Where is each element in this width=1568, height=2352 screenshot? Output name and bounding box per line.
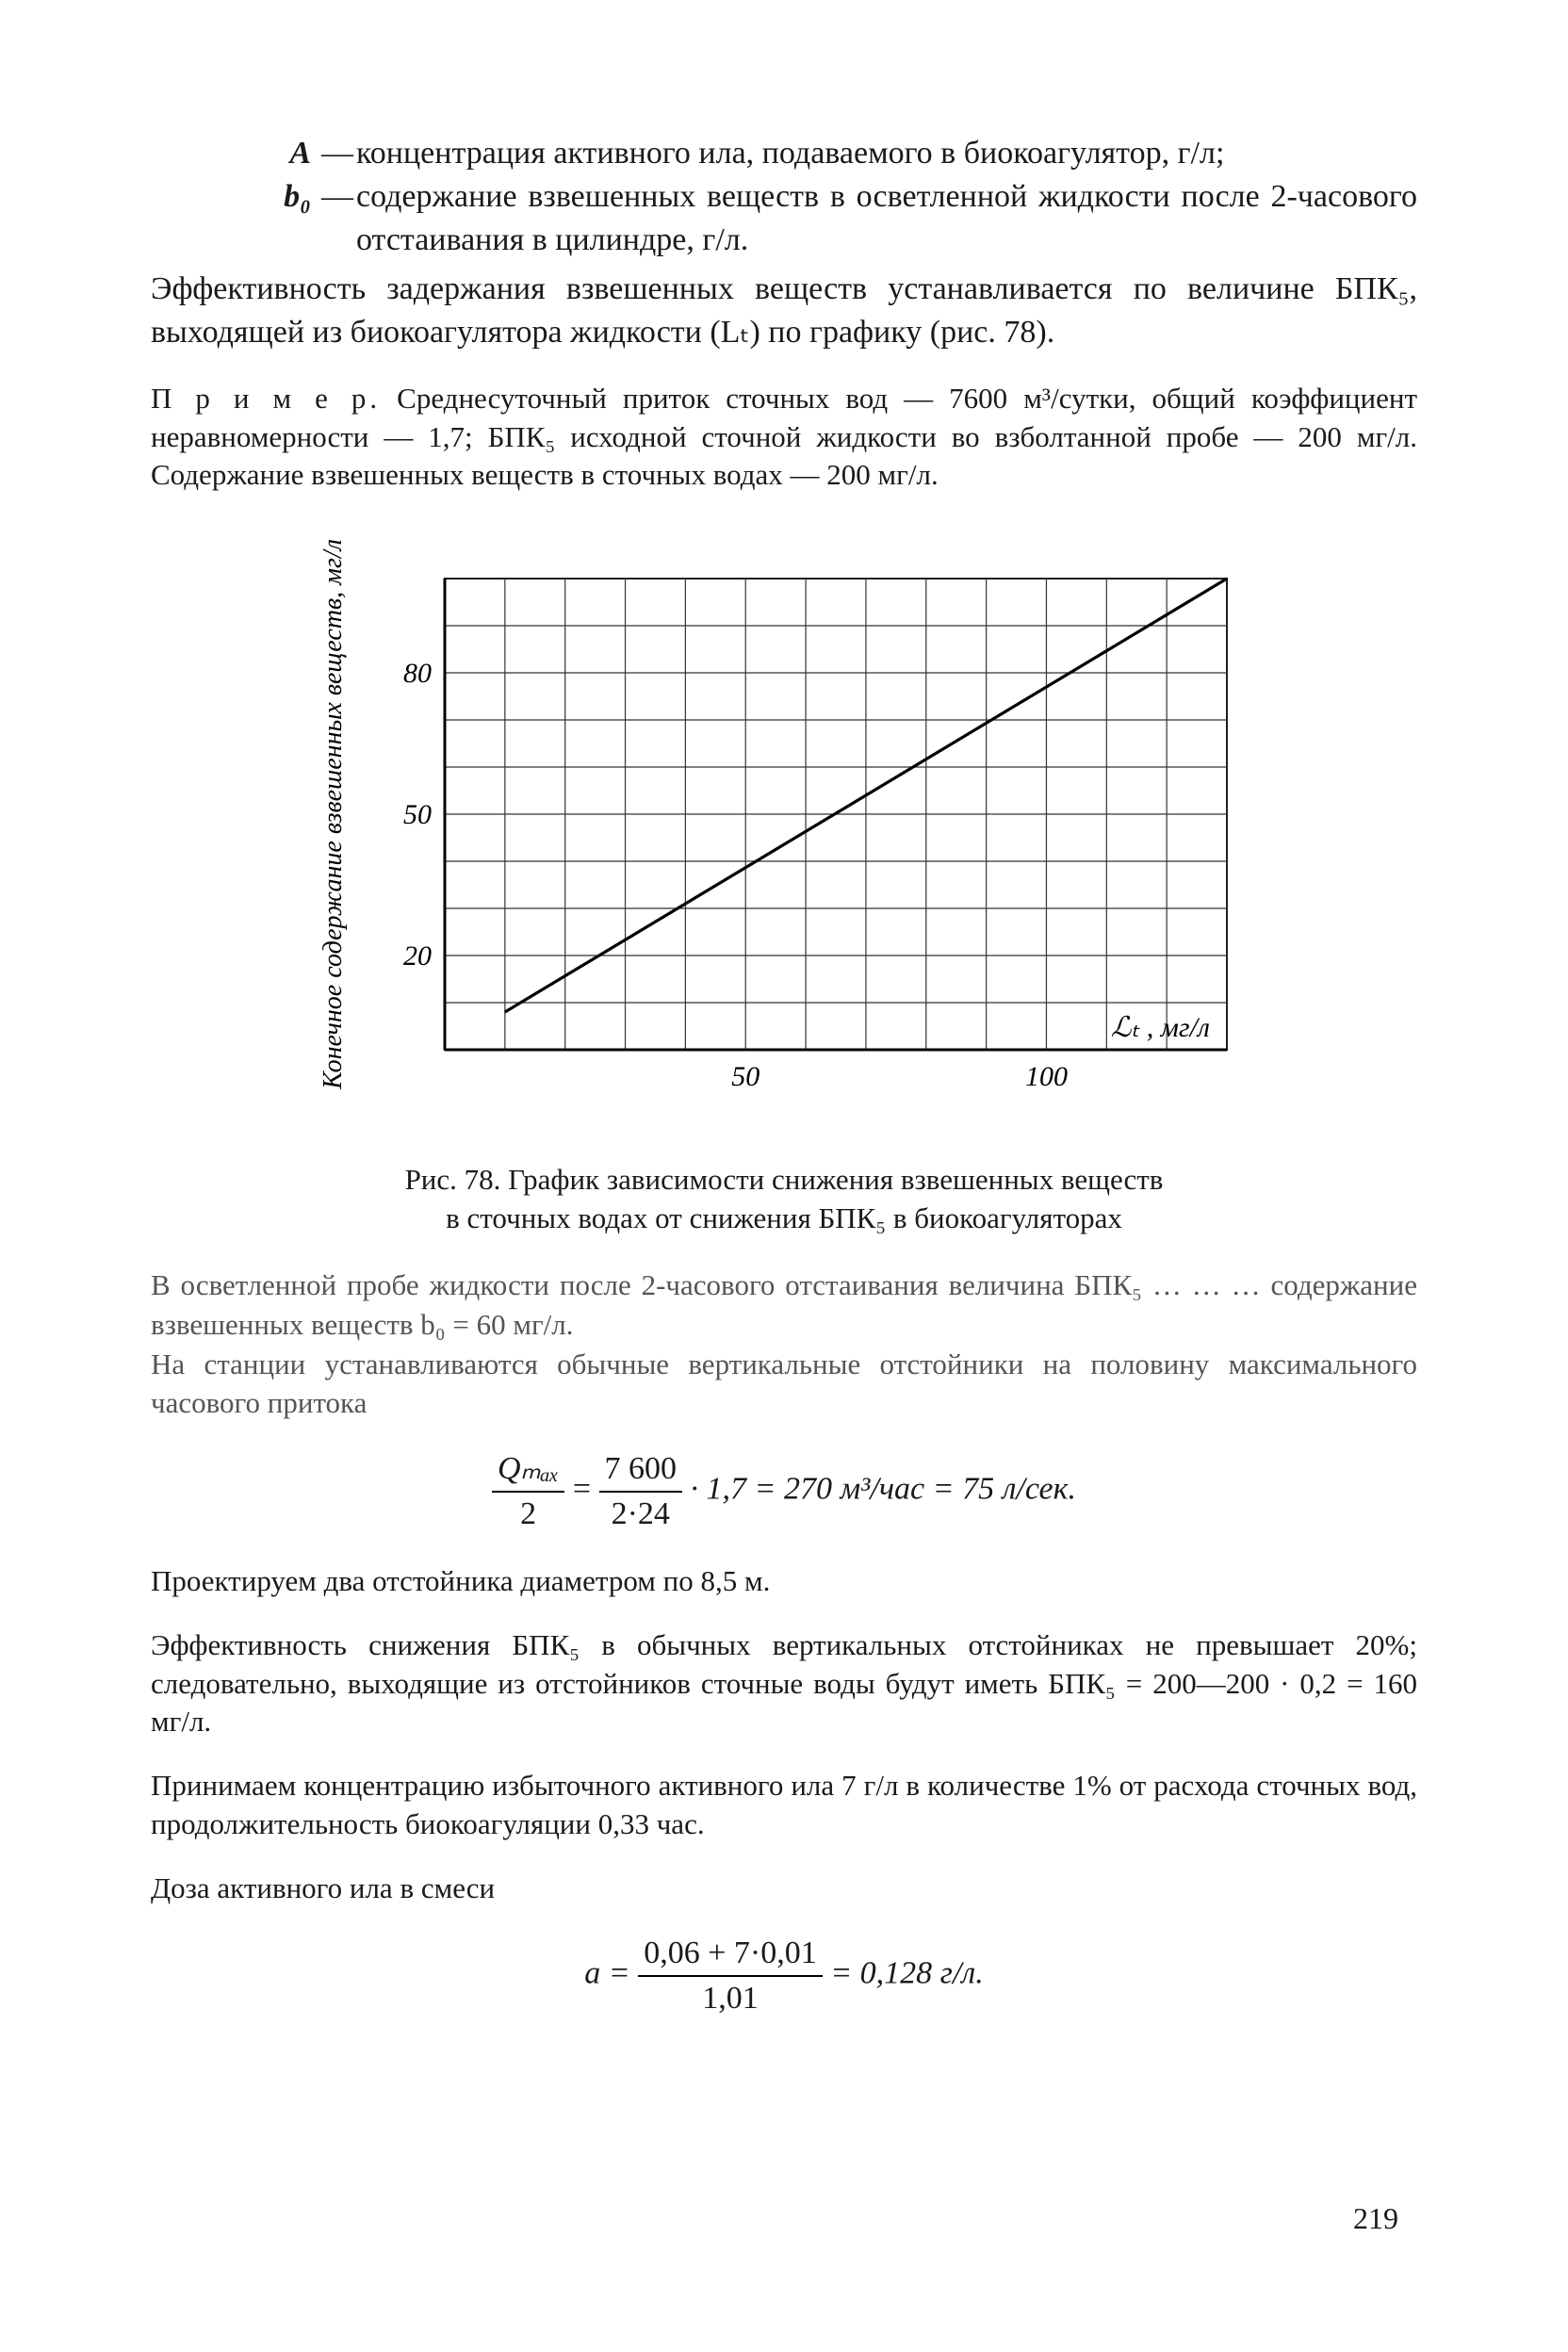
svg-text:80: 80 [403,658,432,689]
page: А — концентрация активного ила, подаваем… [0,0,1568,2352]
equals-sign: = [573,1472,599,1507]
def-A-symbol: А [289,136,311,171]
page-number: 219 [1353,2198,1398,2239]
para-dose: Доза активного ила в смеси [151,1870,1417,1907]
para-efficiency: Эффективность снижения БПК₅ в обычных ве… [151,1626,1417,1740]
def-symbol: А [151,132,318,175]
qmax-rhs-den: 2·24 [599,1493,683,1536]
para2-text: Проектируем два отстойника диаметром по … [151,1564,770,1597]
definition-A: А — концентрация активного ила, подаваем… [151,132,1417,175]
qmax-rhs-num: 7 600 [599,1447,683,1493]
para-sludge-concentration: Принимаем концентрацию избыточного актив… [151,1767,1417,1843]
figure-caption: Рис. 78. График зависимости снижения взв… [245,1161,1323,1237]
chart-figure: 20 50 80 50 100 ℒₜ , мг/л Конечное содержание … [151,522,1417,1144]
svg-text:50: 50 [731,1061,760,1092]
qmax-rhs-fraction: 7 600 2·24 [599,1447,683,1536]
formula-a-tail: = 0,128 г/л. [830,1956,983,1991]
faded-text-2: На станции устанавливаются обычные верти… [151,1348,1417,1420]
formula-a-den: 1,01 [638,1977,823,2020]
caption-line-2: в сточных водах от снижения БПК₅ в биоко… [446,1201,1122,1234]
qmax-lhs-den: 2 [492,1493,564,1536]
efficiency-paragraph: Эффективность задержания взвешенных веще… [151,268,1417,354]
def-symbol: b₀ [151,175,318,219]
example-paragraph: П р и м е р. Среднесуточный приток сточн… [151,380,1417,494]
formula-a-lhs: a = [584,1956,638,1991]
definition-b0: b₀ — содержание взвешенных веществ в осв… [151,175,1417,262]
para4-text: Принимаем концентрацию избыточного актив… [151,1769,1417,1839]
svg-text:50: 50 [403,799,432,830]
svg-text:ℒₜ , мг/л: ℒₜ , мг/л [1111,1012,1210,1043]
def-dash: — [318,132,356,175]
faded-text-1: В осветленной пробе жидкости после 2-час… [151,1268,1417,1341]
para3-text: Эффективность снижения БПК₅ в обычных ве… [151,1628,1417,1738]
svg-text:Конечное содержание взвешенн: Конечное содержание взвешенных веществ, … [318,539,348,1090]
def-b0-text: содержание взвешенных веществ в осветлен… [356,175,1417,262]
caption-line-1: Рис. 78. График зависимости снижения взв… [405,1163,1164,1196]
para5-text: Доза активного ила в смеси [151,1871,495,1904]
qmax-lhs-num: Qₘₐₓ [492,1447,564,1493]
qmax-tail: · 1,7 = 270 м³/час = 75 л/сек. [691,1472,1076,1507]
formula-a-fraction: 0,06 + 7·0,01 1,01 [638,1932,823,2020]
qmax-lhs-fraction: Qₘₐₓ 2 [492,1447,564,1536]
faded-paragraph-1: В осветленной пробе жидкости после 2-час… [151,1266,1417,1345]
def-A-text: концентрация активного ила, подаваемого … [356,132,1417,175]
faded-paragraph-2: На станции устанавливаются обычные верти… [151,1345,1417,1424]
formula-qmax: Qₘₐₓ 2 = 7 600 2·24 · 1,7 = 270 м³/час =… [151,1447,1417,1536]
def-b0-symbol: b₀ [284,179,311,214]
formula-a: a = 0,06 + 7·0,01 1,01 = 0,128 г/л. [151,1932,1417,2020]
svg-text:100: 100 [1025,1061,1068,1092]
svg-text:20: 20 [403,940,432,972]
formula-a-num: 0,06 + 7·0,01 [638,1932,823,1977]
line-chart: 20 50 80 50 100 ℒₜ , мг/л Конечное содержание … [285,522,1283,1144]
example-label: П р и м е р. [151,382,381,415]
para-two-tanks: Проектируем два отстойника диаметром по … [151,1562,1417,1600]
def-dash: — [318,175,356,219]
